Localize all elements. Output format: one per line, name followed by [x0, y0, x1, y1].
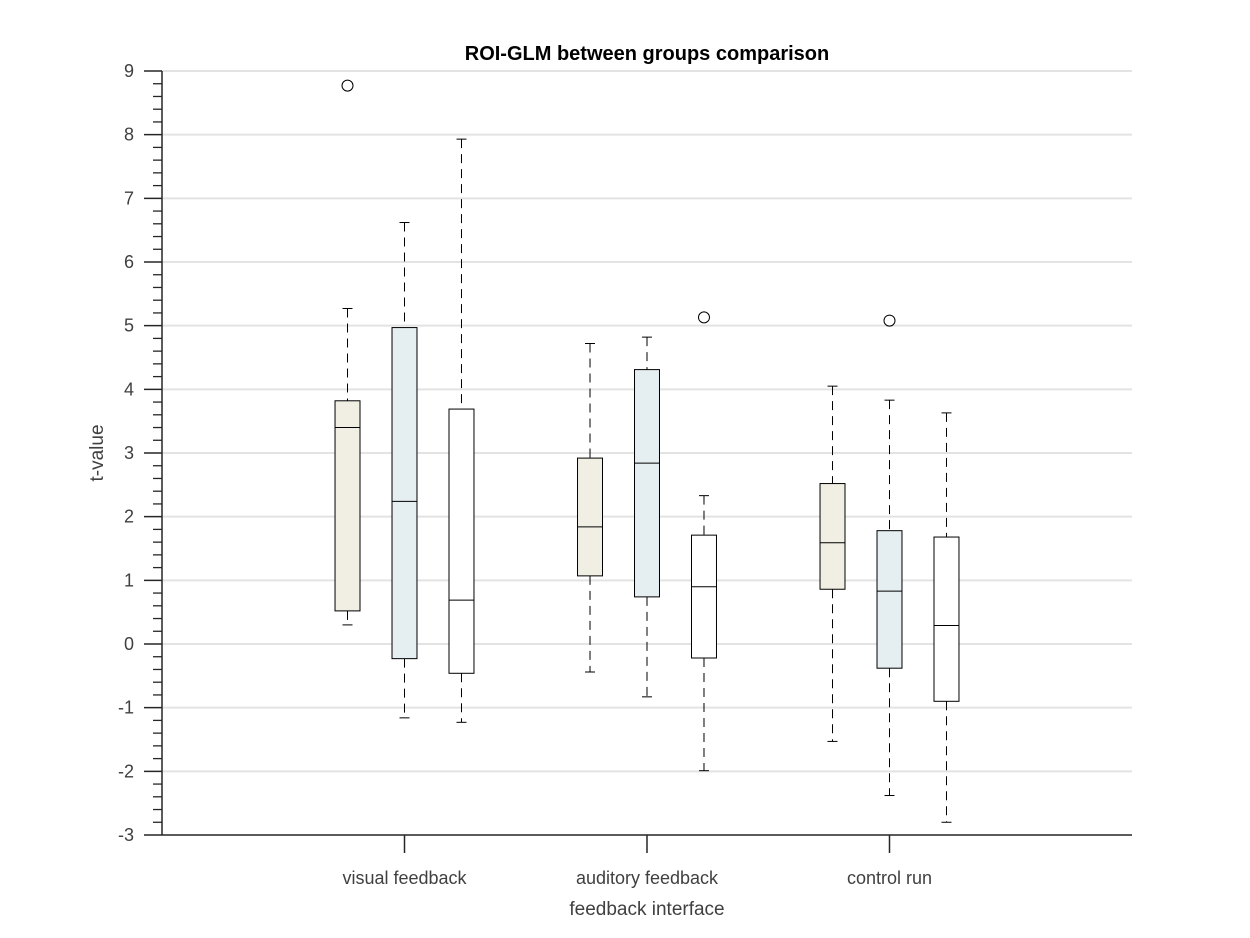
x-tick-label: auditory feedback [576, 868, 719, 888]
y-tick-label: 3 [124, 443, 134, 463]
iqr-box [690, 534, 717, 659]
y-tick-label: 5 [124, 316, 134, 336]
iqr-box [334, 400, 361, 612]
y-tick-label: 7 [124, 188, 134, 208]
x-axis-label: feedback interface [569, 899, 724, 920]
iqr-box [819, 483, 846, 590]
iqr-box [391, 327, 418, 660]
y-tick-label: -1 [118, 698, 134, 718]
iqr-box [876, 530, 903, 669]
box-group [819, 314, 960, 823]
iqr-box [577, 457, 604, 577]
y-tick-label: 0 [124, 634, 134, 654]
y-tick-label: -3 [118, 825, 134, 845]
outlier-point [697, 311, 710, 324]
y-tick-label: 9 [124, 61, 134, 81]
axis-ticks: -3 -2 -1 0 1 2 3 4 5 6 7 8 9 visual feedback auditory … [118, 61, 932, 888]
box-group [577, 311, 717, 772]
iqr-box [933, 536, 960, 702]
iqr-box [634, 369, 660, 598]
iqr-box [448, 408, 475, 674]
x-tick-label: visual feedback [342, 868, 467, 888]
box-group [334, 79, 475, 723]
outlier-point [341, 79, 354, 92]
y-tick-label: 4 [124, 379, 134, 399]
chart-title: ROI-GLM between groups comparison [465, 43, 829, 65]
x-tick-label: control run [847, 868, 932, 888]
y-tick-label: -2 [118, 761, 134, 781]
y-axis-label: t-value [87, 424, 108, 481]
y-tick-label: 8 [124, 125, 134, 145]
y-tick-label: 6 [124, 252, 134, 272]
y-tick-label: 1 [124, 570, 134, 590]
box-groups [334, 79, 960, 823]
outlier-point [883, 314, 896, 327]
y-tick-label: 2 [124, 507, 134, 527]
